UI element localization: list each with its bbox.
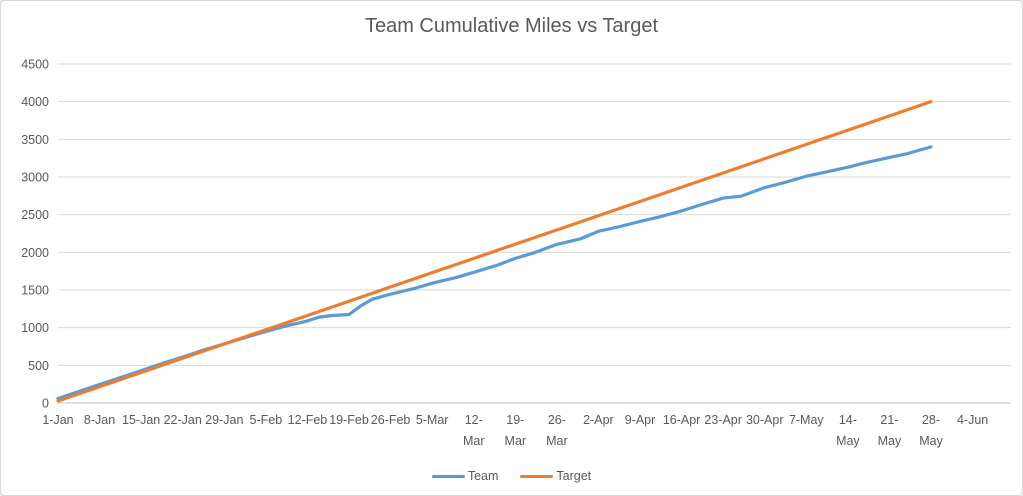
target-line — [56, 100, 933, 403]
x-tick-label: 5-Feb — [250, 413, 283, 427]
y-tick-label: 3500 — [21, 133, 49, 147]
x-tick-label: 15-Jan — [122, 413, 160, 427]
y-tick-label: 1500 — [21, 284, 49, 298]
x-tick-label: 30-Apr — [746, 413, 784, 427]
x-tick-label: 26-Mar — [546, 413, 568, 448]
legend-item-team: Team — [431, 469, 499, 483]
legend-item-target: Target — [520, 469, 591, 483]
x-tick-label: 7-May — [789, 413, 824, 427]
y-tick-label: 2500 — [21, 208, 49, 222]
y-tick-label: 4500 — [21, 58, 49, 72]
x-tick-label: 5-Mar — [416, 413, 449, 427]
x-tick-label: 12-Feb — [288, 413, 328, 427]
y-tick-label: 4000 — [21, 95, 49, 109]
x-tick-label: 19-Feb — [329, 413, 369, 427]
x-tick-label: 21-May — [878, 413, 902, 448]
legend: Team Target — [1, 469, 1022, 483]
x-tick-label: 23-Apr — [704, 413, 742, 427]
x-tick-label: 19-Mar — [505, 413, 527, 448]
x-tick-label: 29-Jan — [205, 413, 243, 427]
x-tick-label: 22-Jan — [164, 413, 202, 427]
y-tick-label: 500 — [28, 359, 49, 373]
team-line — [56, 145, 933, 401]
x-tick-label: 12-Mar — [463, 413, 485, 448]
target-line-swatch — [520, 474, 554, 478]
chart-title: Team Cumulative Miles vs Target — [364, 15, 659, 37]
x-tick-label: 9-Apr — [625, 413, 656, 427]
x-tick-label: 2-Apr — [583, 413, 614, 427]
x-tick-label: 14-May — [836, 413, 860, 448]
legend-label-target: Target — [556, 469, 592, 483]
x-tick-label: 4-Jun — [957, 413, 988, 427]
y-tick-label: 1000 — [21, 321, 49, 335]
team-line-swatch — [431, 474, 465, 478]
x-tick-label: 1-Jan — [42, 413, 73, 427]
x-tick-label: 8-Jan — [84, 413, 115, 427]
x-tick-label: 26-Feb — [371, 413, 411, 427]
x-tick-label: 28-May — [919, 413, 943, 448]
x-tick-label: 16-Apr — [663, 413, 701, 427]
legend-label-team: Team — [467, 469, 499, 483]
y-tick-label: 0 — [42, 397, 49, 411]
y-tick-label: 2000 — [21, 246, 49, 260]
y-tick-label: 3000 — [21, 171, 49, 185]
